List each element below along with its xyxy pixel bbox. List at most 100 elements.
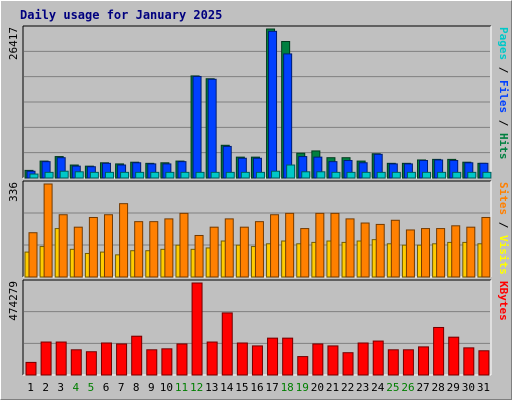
x-tick-label-day-1: 1: [27, 381, 34, 394]
bar-pages-day-24: [376, 171, 386, 179]
bar-kbytes-day-23: [357, 342, 369, 376]
bar-kbytes-day-28: [433, 326, 445, 376]
x-tick-label-day-19: 19: [296, 381, 309, 394]
x-tick-label-day-29: 29: [447, 381, 460, 394]
bar-sites-day-26: [405, 229, 415, 278]
bar-kbytes-day-15: [236, 342, 248, 376]
legend-kbytes: KBytes: [497, 281, 510, 321]
bar-pages-day-19: [301, 171, 311, 179]
legend-visits-sites: Sites / Visits: [497, 182, 510, 275]
bar-kbytes-day-1: [25, 361, 37, 376]
legend-segment: /: [497, 60, 510, 80]
bar-pages-day-31: [482, 171, 492, 179]
bar-pages-day-14: [225, 171, 235, 179]
bar-kbytes-day-18: [282, 337, 294, 376]
bar-files-day-17: [268, 30, 278, 179]
legend-segment: Hits: [497, 133, 510, 160]
bar-kbytes-day-8: [131, 335, 143, 376]
legend-segment: Files: [497, 80, 510, 113]
x-tick-label-day-24: 24: [371, 381, 385, 394]
y-max-tick-label: 474279: [7, 281, 20, 321]
bar-sites-day-9: [149, 221, 159, 278]
bar-files-day-18: [283, 53, 293, 179]
bar-pages-day-20: [316, 171, 326, 179]
x-tick-label-day-3: 3: [57, 381, 64, 394]
bar-pages-day-18: [286, 164, 296, 179]
bar-kbytes-day-9: [146, 349, 158, 376]
bar-kbytes-day-16: [251, 345, 263, 376]
bar-pages-day-1: [29, 173, 39, 179]
bar-kbytes-day-20: [312, 343, 324, 376]
bar-sites-day-29: [451, 225, 461, 278]
bar-sites-day-25: [390, 219, 400, 278]
x-tick-label-day-31: 31: [477, 381, 490, 394]
bar-pages-day-13: [210, 171, 220, 179]
x-tick-label-day-20: 20: [311, 381, 324, 394]
bar-sites-day-28: [436, 228, 446, 278]
bar-kbytes-day-24: [372, 340, 384, 376]
legend-segment: Pages: [497, 27, 510, 60]
bar-sites-day-22: [345, 218, 355, 278]
bar-pages-day-21: [331, 171, 341, 179]
bar-sites-day-1: [28, 232, 38, 278]
bar-kbytes-day-5: [85, 351, 97, 376]
bar-sites-day-13: [209, 226, 219, 278]
bar-pages-day-9: [150, 171, 160, 179]
bar-pages-day-5: [89, 171, 99, 179]
bar-sites-day-23: [360, 222, 370, 278]
bar-kbytes-day-6: [100, 342, 112, 376]
bar-sites-day-20: [315, 212, 325, 278]
x-tick-label-day-17: 17: [265, 381, 278, 394]
bar-pages-day-3: [59, 170, 69, 179]
bar-pages-day-17: [271, 170, 281, 179]
bar-sites-day-27: [421, 228, 431, 278]
bar-sites-day-14: [224, 218, 234, 278]
bar-sites-day-2: [43, 183, 53, 278]
bar-pages-day-8: [135, 171, 145, 179]
legend-hits-files-pages: Pages / Files / Hits: [497, 27, 510, 160]
bar-sites-day-15: [239, 226, 249, 278]
bar-sites-day-12: [194, 234, 204, 278]
bar-sites-day-10: [164, 218, 174, 278]
y-max-tick-label: 336: [7, 182, 20, 202]
bar-sites-day-5: [88, 216, 98, 278]
bar-sites-day-7: [119, 203, 129, 278]
bar-pages-day-2: [44, 171, 54, 179]
x-tick-label-day-18: 18: [281, 381, 294, 394]
legend-segment: /: [497, 215, 510, 235]
bar-kbytes-day-12: [191, 282, 203, 376]
bar-kbytes-day-14: [221, 312, 233, 376]
bar-kbytes-day-10: [161, 348, 173, 376]
bar-pages-day-28: [437, 171, 447, 179]
x-tick-label-day-27: 27: [416, 381, 429, 394]
bar-kbytes-day-25: [387, 349, 399, 376]
bar-files-day-13: [207, 78, 217, 179]
bar-pages-day-12: [195, 171, 205, 179]
legend-segment: Visits: [497, 235, 510, 275]
bar-sites-day-31: [481, 216, 491, 278]
x-tick-label-day-4: 4: [73, 381, 80, 394]
x-tick-label-day-14: 14: [220, 381, 234, 394]
bar-pages-day-7: [120, 171, 130, 179]
bar-files-day-12: [192, 75, 202, 179]
x-tick-label-day-10: 10: [160, 381, 173, 394]
x-tick-label-day-8: 8: [133, 381, 140, 394]
bar-kbytes-day-31: [478, 350, 490, 376]
bar-pages-day-29: [452, 171, 462, 179]
legend-segment: KBytes: [497, 281, 510, 321]
bar-sites-day-3: [58, 214, 68, 278]
bar-kbytes-day-4: [70, 349, 82, 376]
bar-kbytes-day-3: [55, 341, 67, 376]
bar-pages-day-23: [361, 171, 371, 179]
bar-pages-day-11: [180, 171, 190, 179]
x-tick-label-day-15: 15: [235, 381, 248, 394]
x-tick-label-day-13: 13: [205, 381, 218, 394]
bar-pages-day-30: [467, 171, 477, 179]
bar-kbytes-day-17: [267, 337, 279, 376]
bar-sites-day-18: [285, 212, 295, 278]
x-tick-label-day-9: 9: [148, 381, 155, 394]
x-tick-label-day-30: 30: [462, 381, 475, 394]
bar-pages-day-26: [406, 171, 416, 179]
x-tick-label-day-22: 22: [341, 381, 354, 394]
